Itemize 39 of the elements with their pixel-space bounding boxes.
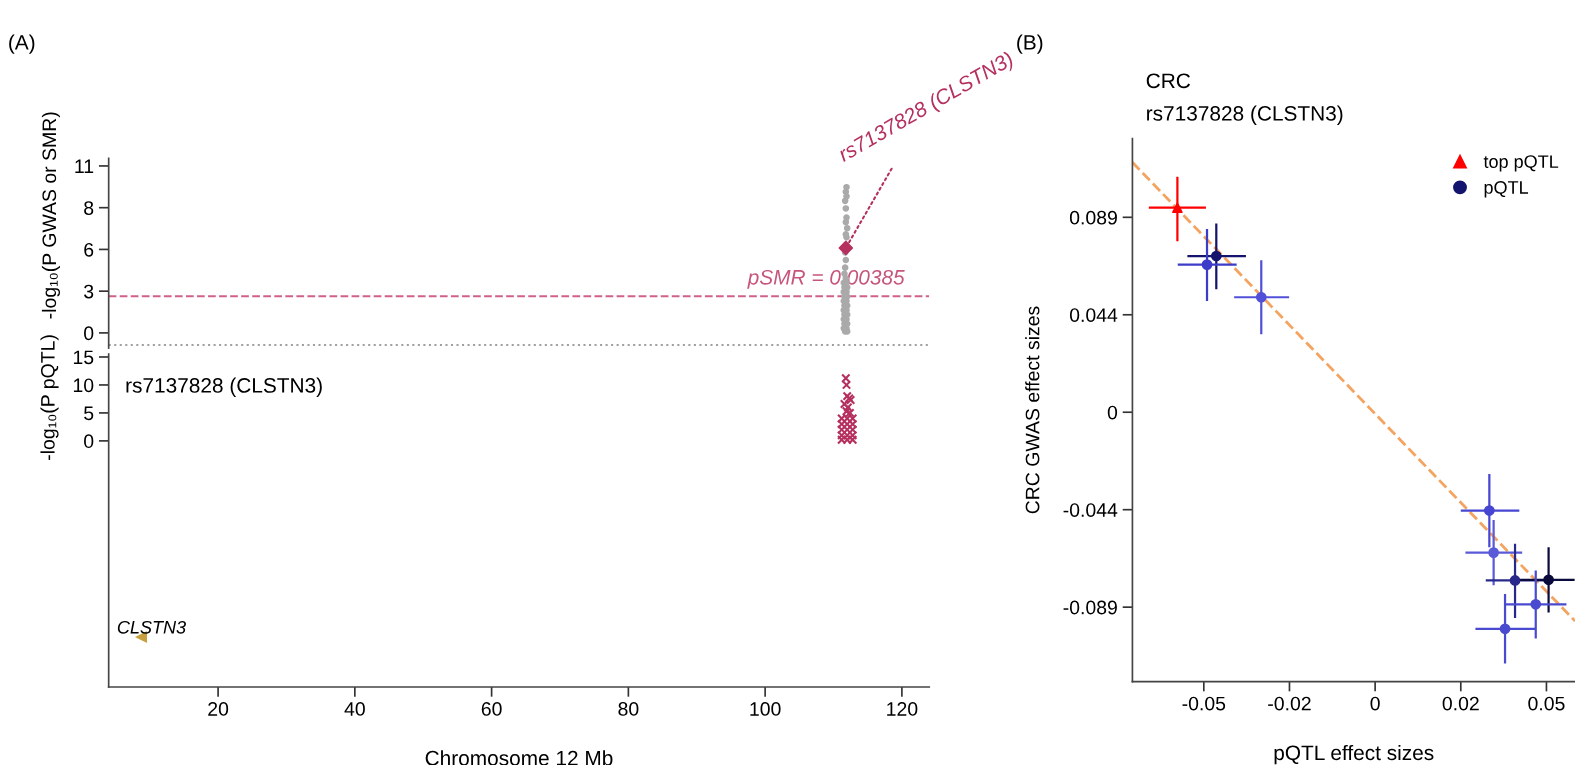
annotation: CLSTN3 <box>117 620 186 634</box>
y-tick-label: 6 <box>84 242 94 257</box>
y-tick-label: 3 <box>84 284 94 299</box>
x-tick-label: 0.05 <box>1528 696 1565 711</box>
y-tick-label: -0.089 <box>1063 600 1117 615</box>
y-tick-label: 0.044 <box>1069 308 1118 323</box>
y-axis-title: -log₁₀(P pQTL) <box>40 335 59 460</box>
y-tick-label: 8 <box>84 201 94 215</box>
y-tick-label: 11 <box>75 159 94 173</box>
y-tick-label: 0 <box>84 434 94 449</box>
x-axis-title: pQTL effect sizes <box>1274 744 1434 765</box>
y-tick-label: 10 <box>73 378 94 393</box>
x-tick-label: -0.02 <box>1268 696 1311 711</box>
y-tick-label: 0 <box>1107 405 1118 420</box>
y-axis-title: -log₁₀(P GWAS or SMR) <box>41 112 61 319</box>
y-tick-label: 15 <box>73 350 94 365</box>
text: (A) <box>9 34 35 54</box>
x-tick-label: 40 <box>344 702 365 716</box>
x-tick-label: 0.02 <box>1442 696 1479 711</box>
x-tick-label: 60 <box>481 702 502 716</box>
chart-subtitle: rs7137828 (CLSTN3) <box>1147 105 1343 125</box>
x-axis-title: Chromosome 12 Mb <box>425 750 613 765</box>
y-tick-label: 0 <box>84 326 94 341</box>
legend-label: pQTL <box>1484 181 1529 198</box>
x-tick-label: 20 <box>208 702 229 716</box>
x-tick-label: 80 <box>618 702 639 716</box>
x-tick-label: -0.05 <box>1182 696 1226 711</box>
annotation: rs7137828 (CLSTN3) <box>126 377 322 397</box>
text: (B) <box>1017 34 1043 54</box>
y-tick-label: -0.044 <box>1063 503 1118 517</box>
y-axis-title: CRC GWAS effect sizes <box>1025 306 1040 514</box>
legend-label: top pQTL <box>1483 155 1559 172</box>
annotation: pSMR = 0.00385 <box>747 269 905 289</box>
x-tick-label: 0 <box>1370 696 1380 711</box>
y-tick-label: 5 <box>84 406 94 421</box>
x-tick-label: 100 <box>750 702 781 716</box>
y-tick-label: 0.089 <box>1069 210 1117 225</box>
chart-title: CRC <box>1146 73 1191 89</box>
x-tick-label: 120 <box>887 702 918 716</box>
